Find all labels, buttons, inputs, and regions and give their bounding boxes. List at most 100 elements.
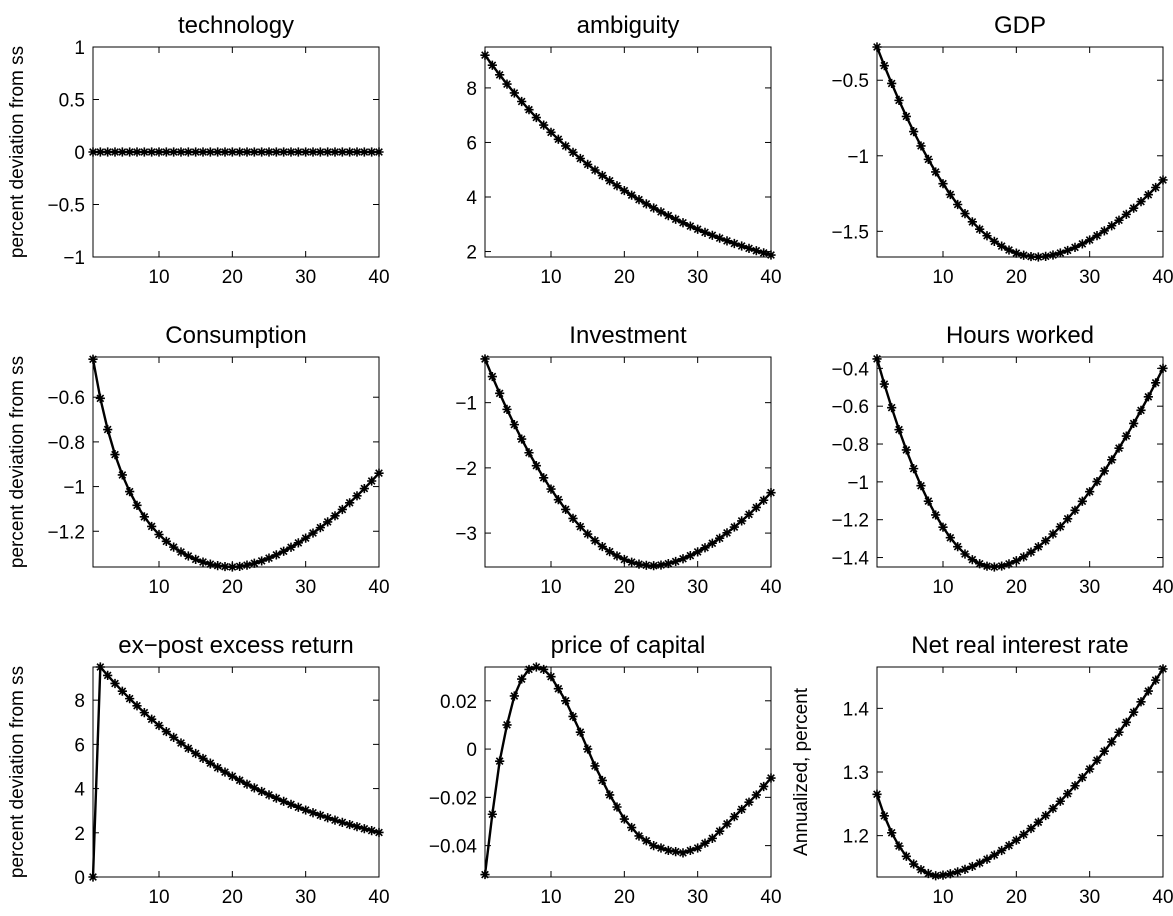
data-point-marker [88,147,98,157]
y-tick-label: 0.5 [59,91,85,112]
data-point-marker [975,559,985,569]
y-tick-label: −1.2 [831,511,869,532]
data-point-marker [257,556,267,566]
data-point-marker [169,147,179,157]
data-point-marker [301,147,311,157]
data-point-marker [286,542,296,552]
y-tick-label: −0.5 [831,71,869,92]
data-point-marker [1063,245,1073,256]
data-point-marker [330,815,340,825]
data-point-marker [1143,392,1153,402]
data-point-marker [1026,251,1036,262]
data-point-marker [715,233,725,243]
data-point-marker [945,533,955,543]
data-point-marker [671,214,681,224]
data-point-marker [1004,559,1014,569]
data-point-marker [161,726,171,737]
data-point-marker [323,813,333,823]
data-point-marker [286,147,296,157]
data-point-marker [480,869,490,880]
data-point-marker [110,449,120,460]
x-tick-label: 20 [614,267,635,288]
y-tick-label: −0.02 [429,788,477,809]
data-point-marker [125,694,135,704]
data-point-marker [945,869,955,879]
data-point-marker [1107,455,1117,465]
data-point-marker [656,843,666,853]
data-point-marker [879,61,889,71]
x-tick-label: 40 [1152,267,1173,288]
data-point-marker [1077,239,1087,249]
data-point-marker [700,227,710,237]
data-point-marker [176,147,186,157]
data-point-marker [220,561,230,572]
x-tick-label: 10 [148,267,169,288]
series-line [483,665,772,875]
data-point-marker [1136,405,1146,415]
y-tick-label: 2 [466,243,477,264]
data-point-marker [359,483,369,494]
x-tick-label: 10 [540,267,561,288]
panel-title: technology [178,12,294,39]
data-point-marker [524,664,534,675]
data-point-marker [561,504,571,515]
data-point-marker [583,744,593,754]
data-point-marker [693,843,703,853]
data-point-marker [1004,840,1014,851]
data-point-marker [1136,697,1146,707]
x-tick-label: 10 [148,887,169,908]
x-tick-label: 30 [687,577,708,598]
data-point-marker [271,550,281,560]
y-tick-label: −1 [847,473,869,494]
data-point-marker [678,848,688,858]
data-point-marker [205,559,215,569]
x-tick-label: 10 [932,577,953,598]
data-point-marker [1143,190,1153,200]
data-point-marker [517,96,527,107]
data-point-marker [308,808,318,818]
data-point-marker [539,473,549,483]
data-point-marker [931,510,941,520]
data-point-marker [242,560,252,570]
data-point-marker [1085,764,1095,774]
data-point-marker [729,812,739,822]
data-point-marker [517,434,527,444]
data-point-marker [722,236,732,246]
data-point-marker [649,841,659,851]
data-point-marker [88,872,98,882]
data-point-marker [1099,466,1109,476]
data-point-marker [374,147,384,157]
data-point-marker [744,509,754,519]
y-tick-label: 1.3 [843,763,869,784]
data-point-marker [293,802,303,812]
panel-title: Investment [569,322,687,349]
data-point-marker [1055,796,1065,806]
x-tick-label: 20 [1006,267,1027,288]
data-point-marker [953,867,963,877]
data-point-marker [531,662,541,672]
x-tick-label: 20 [1006,887,1027,908]
data-point-marker [337,817,347,828]
data-point-marker [264,790,274,800]
data-point-marker [1092,476,1102,487]
data-point-marker [95,147,105,157]
data-point-marker [1011,248,1021,258]
data-point-marker [575,727,585,737]
y-axis-label: Annualized, percent [791,687,812,856]
data-point-marker [627,557,637,567]
y-tick-label: 4 [74,780,85,801]
y-tick-label: −1 [847,147,869,168]
subplot-panel: GDP −0.5 −1 −1.5 10 20 30 40 [831,12,1173,288]
data-point-marker [561,141,571,151]
data-point-marker [235,147,245,157]
data-point-marker [634,195,644,205]
data-point-marker [953,542,963,552]
y-tick-label: 0 [74,868,85,889]
data-point-marker [916,865,926,875]
plot-area [876,356,1164,568]
data-point-marker [117,470,127,480]
data-point-marker [235,775,245,785]
data-point-marker [330,511,340,521]
panel-title: Consumption [165,322,306,349]
data-point-marker [982,231,992,241]
